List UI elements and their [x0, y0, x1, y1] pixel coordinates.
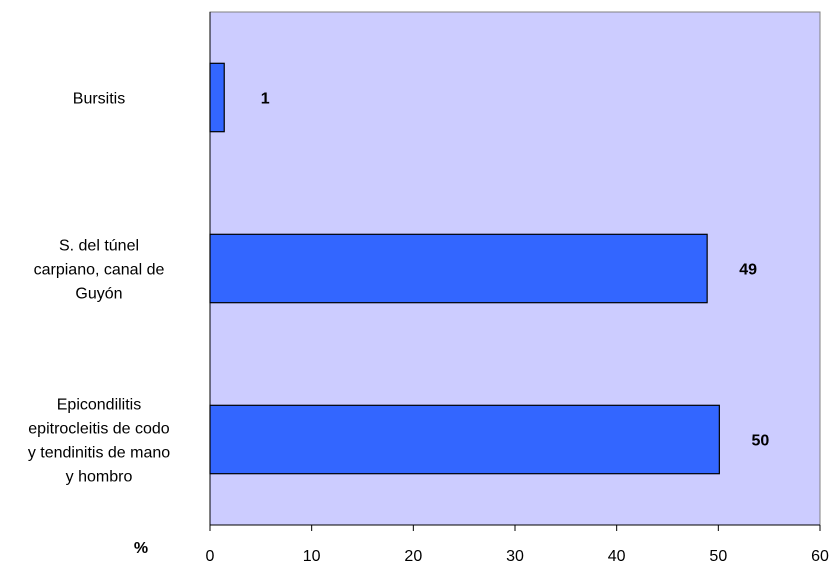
x-tick-label: 50 [709, 548, 727, 565]
x-tick-label: 20 [404, 548, 422, 565]
category-label-line: y hombro [66, 469, 133, 486]
category-label-line: S. del túnel [59, 238, 139, 255]
x-tick-label: 40 [608, 548, 626, 565]
data-label-2: 49 [739, 262, 757, 279]
x-tick-label: 30 [506, 548, 524, 565]
category-label-2: S. del túnel carpiano, canal de Guyón [34, 238, 165, 303]
category-label-1: Bursitis [73, 91, 125, 108]
category-label-line: Epicondilitis [57, 397, 141, 414]
x-tick-label: 0 [206, 548, 215, 565]
category-label-line: Bursitis [73, 91, 125, 108]
x-axis: 0 10 20 30 40 50 60 [206, 524, 829, 565]
x-axis-unit-label: % [134, 540, 148, 557]
x-tick-label: 10 [303, 548, 321, 565]
bar-2 [209, 233, 708, 304]
x-tick-label: 60 [811, 548, 829, 565]
category-label-line: epitrocleitis de codo [28, 421, 170, 438]
data-label-3: 50 [751, 433, 769, 450]
category-labels-group: Bursitis S. del túnel carpiano, canal de Gu… [28, 91, 170, 486]
category-label-line: y tendinitis de mano [28, 445, 170, 462]
bar-3 [209, 404, 720, 475]
category-label-line: Guyón [75, 286, 122, 303]
category-label-3: Epicondilitis epitrocleitis de codo y tend… [28, 397, 170, 486]
bars-group: 1 49 50 [209, 62, 769, 475]
category-label-line: carpiano, canal de [34, 262, 165, 279]
data-label-1: 1 [261, 91, 270, 108]
bar-1 [209, 62, 225, 133]
